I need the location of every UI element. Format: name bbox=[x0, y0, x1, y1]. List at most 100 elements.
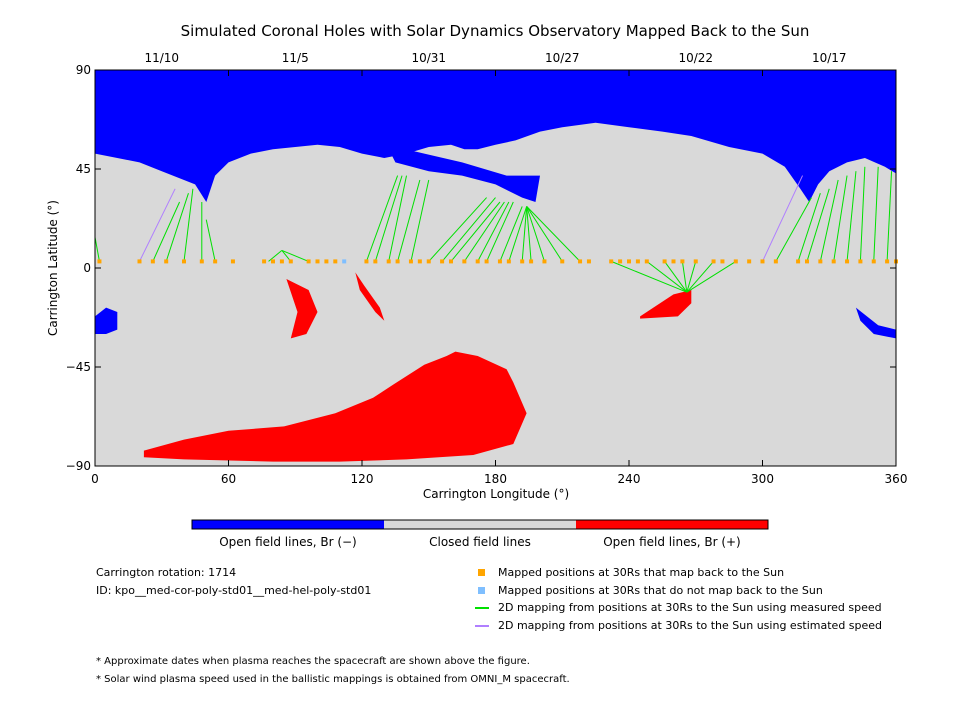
measured-speed-line-20 bbox=[499, 206, 523, 262]
mapped-point-10 bbox=[279, 259, 284, 264]
mapped-point-54 bbox=[831, 259, 836, 264]
colorbar-open-negative bbox=[192, 520, 384, 529]
open-field-negative-region-0 bbox=[95, 70, 896, 202]
mapped-point-42 bbox=[671, 259, 676, 264]
mapped-point-49 bbox=[760, 259, 765, 264]
measured-speed-line-9 bbox=[365, 175, 399, 262]
mapped-point-38 bbox=[627, 259, 631, 264]
measured-speed-line-11 bbox=[388, 175, 407, 262]
mapped-point-46 bbox=[720, 259, 725, 264]
y-tick-label-0: 90 bbox=[76, 63, 91, 77]
estimated-speed-line-0 bbox=[139, 188, 176, 262]
mapped-point-15 bbox=[333, 259, 338, 264]
date-tick-label-1: 11/5 bbox=[282, 51, 309, 65]
measured-speed-line-40 bbox=[859, 166, 866, 262]
date-tick-label-2: 10/31 bbox=[411, 51, 446, 65]
mapped-point-34 bbox=[578, 259, 583, 264]
mapped-point-23 bbox=[440, 259, 445, 264]
x-axis-label: Carrington Longitude (°) bbox=[423, 487, 569, 501]
date-tick-label-0: 11/10 bbox=[144, 51, 179, 65]
mapped-point-9 bbox=[271, 259, 275, 264]
mapped-point-19 bbox=[395, 259, 400, 264]
mapped-point-41 bbox=[662, 259, 667, 264]
measured-speed-line-10 bbox=[374, 175, 403, 262]
mapped-point-24 bbox=[449, 259, 453, 264]
measured-speed-line-13 bbox=[410, 179, 430, 262]
legend-label-mapped-fail: Mapped positions at 30Rs that do not map… bbox=[498, 584, 823, 597]
mapped-point-21 bbox=[417, 259, 422, 264]
x-tick-label-6: 360 bbox=[885, 472, 908, 486]
x-tick-label-2: 120 bbox=[351, 472, 374, 486]
measured-speed-line-16 bbox=[450, 201, 501, 262]
mapped-point-25 bbox=[462, 259, 467, 264]
mapped-point-36 bbox=[609, 259, 614, 264]
measured-speed-line-5 bbox=[205, 219, 216, 262]
mapped-point-11 bbox=[288, 259, 293, 264]
y-axis-label: Carrington Latitude (°) bbox=[46, 200, 60, 336]
mapped-point-28 bbox=[497, 259, 502, 264]
measured-speed-line-31 bbox=[686, 261, 697, 293]
measured-speed-line-32 bbox=[686, 261, 714, 293]
mapped-point-44 bbox=[693, 259, 698, 264]
measured-speed-line-42 bbox=[886, 171, 893, 262]
mapped-point-4 bbox=[182, 259, 186, 264]
legend-marker-mapped-fail bbox=[478, 587, 485, 594]
measured-speed-line-25 bbox=[526, 206, 563, 262]
measured-speed-line-37 bbox=[819, 179, 839, 262]
measured-speed-line-24 bbox=[526, 206, 545, 262]
mapped-point-14 bbox=[324, 259, 329, 264]
y-tick-label-2: 0 bbox=[83, 261, 91, 275]
mapped-point-3 bbox=[164, 259, 169, 264]
run-id-text: ID: kpo__med-cor-poly-std01__med-hel-pol… bbox=[96, 584, 372, 597]
y-tick-label-1: 45 bbox=[76, 162, 91, 176]
mapped-point-27 bbox=[484, 259, 489, 264]
mapped-point-6 bbox=[213, 259, 218, 264]
measured-speed-line-3 bbox=[183, 188, 194, 262]
open-field-positive-region-5 bbox=[286, 279, 318, 339]
mapped-point-52 bbox=[805, 259, 809, 264]
measured-speed-line-14 bbox=[428, 197, 487, 262]
mapped-point-48 bbox=[747, 259, 752, 264]
mapped-point-39 bbox=[635, 259, 640, 264]
mapped-point-16 bbox=[364, 259, 369, 264]
measured-speed-line-19 bbox=[486, 201, 514, 262]
colorbar: Open field lines, Br (−) Closed field lin… bbox=[191, 519, 769, 549]
colorbar-label-2: Open field lines, Br (+) bbox=[603, 535, 741, 549]
open-field-positive-region-7 bbox=[640, 290, 692, 319]
legend-line-estimated-speed bbox=[475, 625, 489, 627]
x-tick-label-4: 240 bbox=[618, 472, 641, 486]
mapped-point-26 bbox=[475, 259, 480, 264]
unmapped-point-0 bbox=[342, 259, 347, 264]
y-tick-label-3: −45 bbox=[66, 360, 91, 374]
footnote-speed: * Solar wind plasma speed used in the ba… bbox=[96, 674, 570, 685]
mapped-point-20 bbox=[408, 259, 413, 264]
mapped-point-51 bbox=[796, 259, 801, 264]
measured-speed-line-39 bbox=[846, 171, 857, 262]
mapped-point-37 bbox=[618, 259, 623, 264]
legend-label-measured-speed: 2D mapping from positions at 30Rs to the… bbox=[498, 601, 882, 614]
measured-speed-line-35 bbox=[797, 193, 821, 262]
measured-speed-line-1 bbox=[152, 201, 181, 262]
measured-speed-line-30 bbox=[681, 261, 688, 293]
x-tick-label-0: 0 bbox=[91, 472, 99, 486]
open-field-negative-region-1 bbox=[386, 144, 540, 202]
x-tick-label-1: 60 bbox=[221, 472, 236, 486]
mapped-point-18 bbox=[386, 259, 391, 264]
measured-speed-line-26 bbox=[526, 206, 581, 262]
mapped-point-57 bbox=[871, 259, 876, 264]
measured-speed-line-29 bbox=[664, 261, 688, 293]
mapped-point-35 bbox=[586, 259, 591, 264]
date-tick-label-4: 10/22 bbox=[678, 51, 713, 65]
measured-speed-line-0 bbox=[94, 237, 100, 262]
measured-speed-line-41 bbox=[873, 166, 879, 262]
mapped-point-22 bbox=[426, 259, 431, 264]
mapped-point-17 bbox=[373, 259, 378, 264]
measured-speed-line-12 bbox=[397, 179, 421, 262]
date-tick-label-3: 10/27 bbox=[545, 51, 580, 65]
mapped-point-50 bbox=[773, 259, 778, 264]
x-tick-label-5: 300 bbox=[751, 472, 774, 486]
mapped-point-8 bbox=[262, 259, 267, 264]
open-field-negative-region-3 bbox=[855, 307, 896, 339]
date-tick-label-5: 10/17 bbox=[812, 51, 847, 65]
